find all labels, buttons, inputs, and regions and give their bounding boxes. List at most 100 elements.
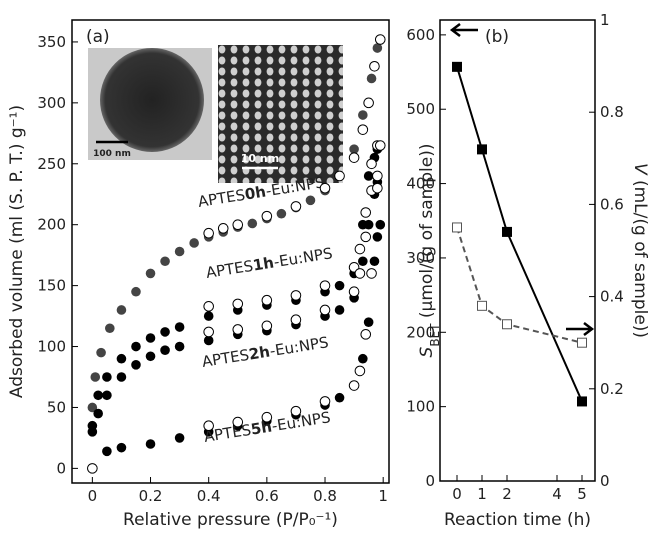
y2-axis-label: V (mL/(g of sample)) [630,163,650,338]
data-point [93,409,103,419]
data-point [218,224,228,234]
series-label: APTES1h-Eu:NPS [205,244,334,282]
data-point [367,159,377,169]
data-point [355,366,365,376]
inset-scale-label: 10 nm [241,152,279,165]
data-point [88,427,98,437]
data-point [364,317,374,327]
y2-axis-label-rest: (mL/(g of sample)) [630,175,650,338]
data-point [370,62,380,72]
data-point [105,323,115,333]
data-point [375,220,385,230]
data-point [503,320,512,329]
data-point [503,227,512,236]
x-tick-label: 0 [88,487,98,505]
data-point [358,354,368,364]
data-point [175,342,185,352]
figure: 05010015020025030035000.20.40.60.81Relat… [0,0,651,530]
data-point [367,269,377,279]
y-tick-label: 250 [37,155,66,173]
x-tick-label: 4 [552,485,562,503]
data-point [146,333,156,343]
data-point [364,98,374,108]
data-point [175,247,185,257]
series-label-part: 1h [252,253,276,274]
data-point [358,125,368,135]
y2-tick-label: 1 [600,11,610,29]
data-point [335,393,345,403]
y2-tick-label: 0.2 [600,380,624,398]
data-point [358,110,368,120]
data-point [146,351,156,361]
axis-arrow-right [566,323,592,335]
series-label: APTES2h-Eu:NPS [201,333,330,371]
data-point [370,256,380,266]
data-point [349,287,359,297]
y-axis-label-rest: (µmol/(g of sample)) [417,144,437,324]
y-tick-label: 150 [37,277,66,295]
data-point [131,342,141,352]
data-point [320,397,330,407]
y-tick-label: 300 [37,94,66,112]
x-tick-label: 1 [477,485,487,503]
data-point [349,153,359,163]
y-tick-label: 350 [37,33,66,51]
data-point [320,183,330,193]
data-point [335,305,345,315]
x-tick-label: 0.2 [139,487,163,505]
data-point [233,299,243,309]
series-line [457,227,582,342]
panel-label: (a) [86,27,110,47]
data-point [117,443,127,453]
series-label-part: APTES [201,346,251,371]
series-label-part: 0h [244,182,268,203]
x-tick-label: 0.4 [197,487,221,505]
x-tick-label: 0 [452,485,462,503]
data-point [364,220,374,230]
data-point [88,464,98,474]
data-point [277,209,287,219]
y-tick-label: 200 [37,216,66,234]
data-point [102,390,112,400]
data-point [355,269,365,279]
y-axis-label: Adsorbed volume (ml (S. P. T.) g⁻¹) [7,105,27,398]
y2-tick-label: 0.8 [600,103,624,121]
data-point [90,372,100,382]
data-point [204,311,214,321]
data-point [146,439,156,449]
data-point [131,360,141,370]
data-point [233,417,243,427]
data-point [361,208,371,218]
inset-scale-label: 100 nm [93,149,131,159]
data-point [248,219,258,229]
y-axis-label-sub: BET [428,323,442,347]
y-tick-label: 600 [406,26,435,44]
data-point [306,196,316,206]
data-point [361,330,371,340]
data-point [358,256,368,266]
y-tick-label: 500 [406,100,435,118]
data-point [233,220,243,230]
x-tick-label: 0.6 [255,487,279,505]
axis-arrow-left [452,24,478,36]
data-point [373,183,383,193]
data-point [189,238,199,248]
y-tick-label: 100 [406,398,435,416]
x-tick-label: 2 [502,485,512,503]
data-point [291,406,301,416]
series-label-part: 2h [248,342,272,363]
data-point [291,291,301,301]
data-point [233,325,243,335]
data-point [160,345,170,355]
data-point [175,433,185,443]
data-point [478,301,487,310]
data-point [204,421,214,431]
y-tick-label: 100 [37,338,66,356]
data-point [117,354,127,364]
data-point [175,322,185,332]
inset-tem-particle [88,48,212,160]
data-point [453,62,462,71]
data-point [367,74,377,84]
data-point [160,327,170,337]
data-point [373,232,383,242]
